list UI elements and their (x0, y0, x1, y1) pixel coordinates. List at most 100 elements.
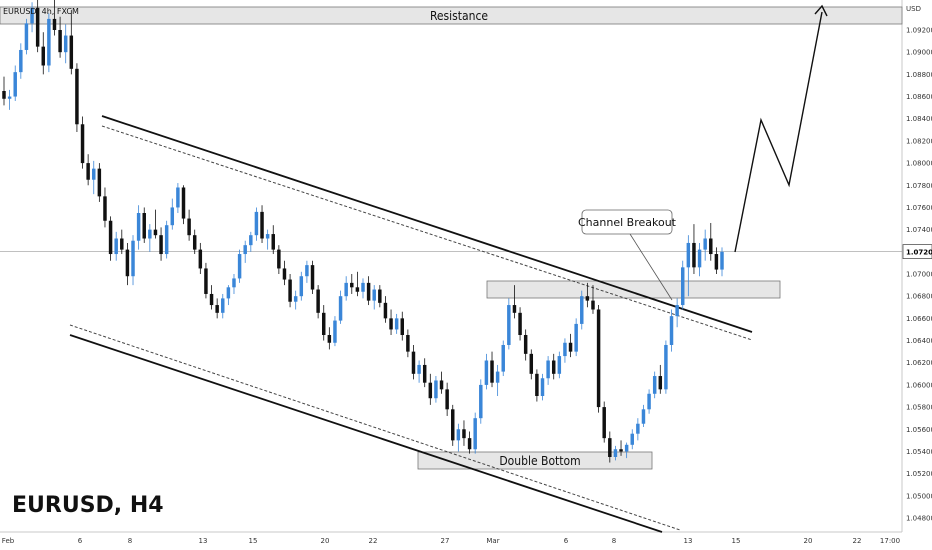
support-zone (486, 280, 781, 299)
y-tick-label: 1.09000 (906, 49, 932, 57)
candle-body (624, 444, 629, 452)
candle-body (254, 211, 259, 236)
channel-breakout-box (581, 209, 673, 235)
candle-body (361, 282, 365, 292)
y-tick-label: 1.07600 (906, 204, 932, 212)
candle-body (142, 213, 146, 239)
y-tick-label: 1.08200 (906, 137, 932, 145)
candle-body (580, 296, 584, 324)
candle-body (540, 378, 545, 396)
candle-body (512, 305, 517, 313)
candle-body (703, 238, 707, 250)
x-tick-label: 15 (732, 537, 741, 545)
x-tick-label: 22 (853, 537, 862, 545)
resistance-label: Resistance (430, 9, 488, 23)
candle-body (2, 91, 6, 99)
candle-body (585, 296, 590, 301)
candle-body (243, 245, 247, 255)
candle-body (30, 7, 34, 24)
candle-body (383, 302, 388, 319)
candle-body (293, 296, 298, 302)
candle-body (568, 342, 573, 352)
candle-body (47, 18, 51, 66)
text-layer: Channel Breakout EURUSD, 4h, FXCM EURUSD, … (3, 7, 677, 518)
candle-body (237, 254, 242, 279)
candle-body (462, 429, 466, 439)
y-tick-label: 1.05200 (906, 470, 932, 478)
y-tick-label: 1.06200 (906, 359, 932, 367)
current-price-badge (902, 244, 932, 259)
candle-body (417, 364, 421, 374)
candle-body (529, 353, 534, 374)
candle-body (608, 438, 612, 457)
candle-body (479, 384, 483, 419)
candle-body (170, 207, 175, 226)
projection-arrowhead (814, 4, 828, 17)
candle-body (316, 289, 320, 313)
channel-lower-line (69, 334, 663, 533)
trendlines-layer (69, 4, 828, 533)
candle-body (103, 196, 107, 221)
candle-body (675, 305, 679, 317)
candle-body (232, 278, 236, 288)
y-tick-label: 1.08800 (906, 71, 932, 79)
candle-body (445, 389, 449, 410)
double-bottom-zone (417, 451, 653, 470)
x-tick-label: 13 (199, 537, 208, 545)
y-tick-label: 1.07000 (906, 271, 932, 279)
candle-body (557, 356, 562, 374)
candle-body (619, 449, 623, 452)
candle-body (35, 7, 40, 47)
candle-body (551, 360, 556, 374)
candle-body (305, 265, 309, 277)
double-bottom-label: Double Bottom (499, 454, 580, 468)
channel-upper-dashed-line (101, 125, 753, 341)
candle-body (19, 49, 23, 73)
candle-body (52, 18, 57, 30)
candle-body (277, 249, 281, 269)
x-tick-label: 20 (321, 537, 330, 545)
symbol-header: EURUSD, 4h, FXCM (3, 7, 79, 16)
candle-body (187, 218, 191, 236)
axis-unit-label: USD (906, 5, 921, 13)
y-tick-label: 1.07800 (906, 182, 932, 190)
candle-body (467, 438, 472, 450)
candle-body (636, 423, 640, 434)
candle-body (58, 30, 62, 53)
candle-body (7, 96, 12, 99)
x-tick-label: Mar (486, 537, 499, 545)
candle-body (299, 276, 304, 297)
x-tick-label: 8 (612, 537, 616, 545)
candle-body (333, 320, 337, 343)
candle-body (114, 238, 118, 255)
y-tick-label: 1.05000 (906, 492, 932, 500)
candle-body (484, 360, 489, 385)
candle-body (406, 335, 410, 352)
candle-body (714, 254, 719, 270)
candle-body (125, 249, 130, 277)
candle-body (108, 220, 113, 255)
candle-body (378, 289, 382, 303)
candle-body (97, 168, 102, 197)
candle-body (389, 318, 393, 330)
candle-body (664, 344, 668, 390)
candle-body (563, 342, 567, 357)
candle-body (495, 371, 500, 383)
x-tick-label: 6 (564, 537, 569, 545)
candle-body (271, 234, 275, 250)
candle-body (80, 124, 85, 164)
candle-body (221, 298, 225, 313)
candle-body (321, 312, 326, 335)
channel-upper-line (101, 115, 753, 333)
candle-body (709, 238, 713, 255)
y-tick-label: 1.05600 (906, 426, 932, 434)
x-tick-label: 20 (804, 537, 813, 545)
candle-body (75, 68, 79, 125)
candle-body (658, 376, 663, 390)
x-tick-label: 17:00 (880, 537, 900, 545)
candle-body (204, 268, 208, 294)
candle-body (523, 335, 528, 354)
candle-body (41, 46, 46, 66)
